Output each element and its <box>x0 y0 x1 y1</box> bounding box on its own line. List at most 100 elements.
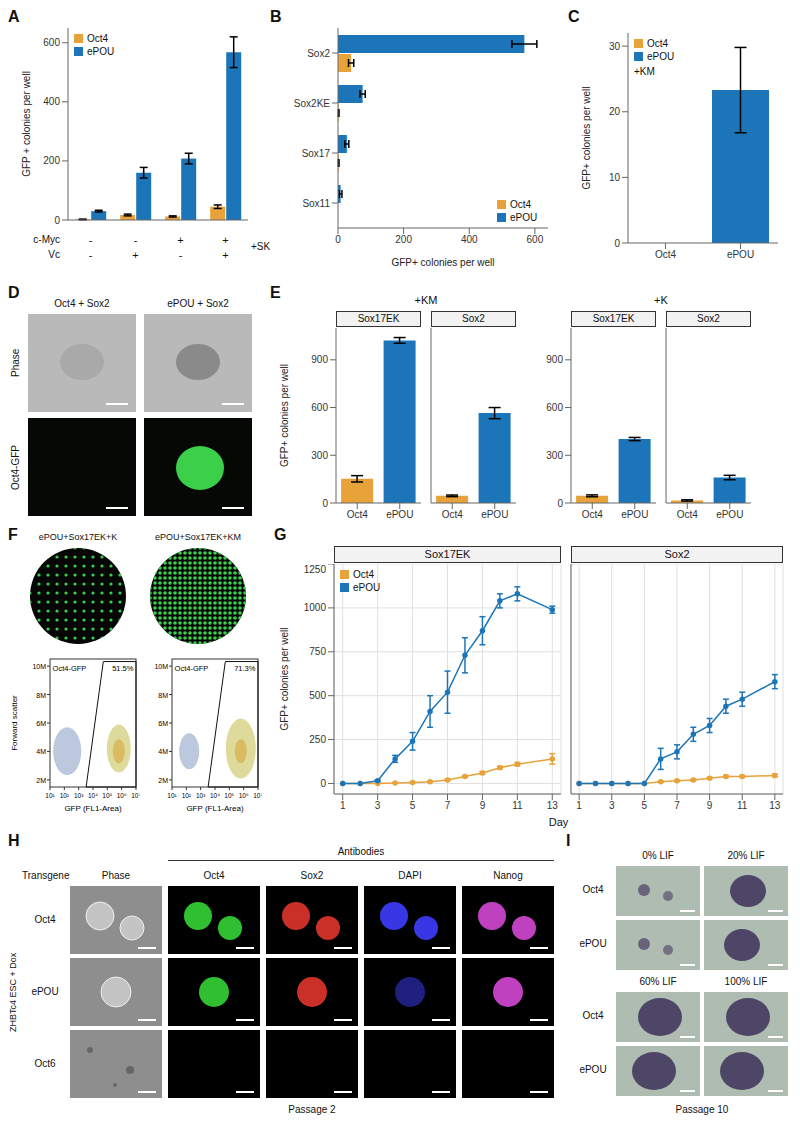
svg-text:Oct4: Oct4 <box>582 509 604 520</box>
html-text:Day: Day <box>548 816 569 828</box>
svg-text:0: 0 <box>335 234 341 245</box>
svg-text:500: 500 <box>309 690 326 701</box>
svg-text:6M: 6M <box>158 720 168 727</box>
svg-text:900: 900 <box>311 354 328 365</box>
svg-text:Oct4: Oct4 <box>347 509 369 520</box>
svg-text:600: 600 <box>43 37 60 48</box>
svg-text:10M: 10M <box>154 663 168 670</box>
svg-text:71.3%: 71.3% <box>234 664 256 673</box>
html-text:B: B <box>270 8 282 25</box>
svg-text:10¹: 10¹ <box>167 792 177 799</box>
svg-text:2M: 2M <box>36 777 46 784</box>
svg-text:GFP + colonies per well: GFP + colonies per well <box>21 71 32 177</box>
svg-text:Sox2KE: Sox2KE <box>294 98 330 109</box>
svg-text:10¹: 10¹ <box>45 792 55 799</box>
svg-text:Oct4-GFP: Oct4-GFP <box>53 664 87 673</box>
html-text:C: C <box>568 8 580 25</box>
svg-text:13: 13 <box>769 800 781 811</box>
svg-text:10⁷: 10⁷ <box>253 792 262 799</box>
svg-text:13: 13 <box>547 800 559 811</box>
svg-text:30: 30 <box>609 41 621 52</box>
html-text:+KM: +KM <box>414 294 438 306</box>
svg-text:10⁷: 10⁷ <box>131 792 140 799</box>
svg-text:0: 0 <box>54 215 60 226</box>
svg-text:10: 10 <box>609 172 621 183</box>
svg-text:Oct4: Oct4 <box>677 509 699 520</box>
svg-text:9: 9 <box>707 800 713 811</box>
svg-text:1: 1 <box>340 800 346 811</box>
svg-text:GFP (FL1-Area): GFP (FL1-Area) <box>64 804 122 813</box>
svg-text:7: 7 <box>674 800 680 811</box>
svg-text:900: 900 <box>546 354 563 365</box>
svg-text:1: 1 <box>576 800 582 811</box>
svg-text:0: 0 <box>320 778 326 789</box>
html-text:A: A <box>8 8 20 25</box>
svg-text:GFP+ colonies per well: GFP+ colonies per well <box>279 627 290 730</box>
svg-text:Sox11: Sox11 <box>302 198 330 209</box>
svg-text:4M: 4M <box>158 748 168 755</box>
svg-text:Sox2: Sox2 <box>307 48 330 59</box>
svg-text:10⁵: 10⁵ <box>102 792 112 799</box>
svg-text:ePOU: ePOU <box>727 249 754 260</box>
svg-text:0: 0 <box>557 498 563 509</box>
svg-text:2M: 2M <box>158 777 168 784</box>
svg-text:11: 11 <box>512 800 523 811</box>
html-text:G: G <box>274 526 287 543</box>
svg-text:Sox17: Sox17 <box>302 148 331 159</box>
svg-text:400: 400 <box>461 234 478 245</box>
svg-text:1000: 1000 <box>304 602 327 613</box>
svg-text:3: 3 <box>375 800 381 811</box>
svg-text:1250: 1250 <box>304 564 327 575</box>
svg-text:10⁶: 10⁶ <box>117 792 127 799</box>
svg-text:750: 750 <box>309 646 326 657</box>
svg-text:Oct4-GFP: Oct4-GFP <box>175 664 209 673</box>
html-text:Sox2: Sox2 <box>664 548 690 560</box>
svg-text:10⁴: 10⁴ <box>88 792 98 799</box>
svg-text:5: 5 <box>410 800 416 811</box>
svg-text:ePOU: ePOU <box>621 509 648 520</box>
svg-text:Oct4: Oct4 <box>442 509 464 520</box>
svg-text:GFP+ colonies per well: GFP+ colonies per well <box>581 86 592 189</box>
svg-text:GFP+ colonies per well: GFP+ colonies per well <box>279 364 290 467</box>
svg-text:3: 3 <box>609 800 615 811</box>
svg-text:ePOU: ePOU <box>481 509 508 520</box>
html-text:D: D <box>8 284 20 301</box>
svg-text:250: 250 <box>309 734 326 745</box>
svg-text:10³: 10³ <box>196 792 206 799</box>
svg-text:8M: 8M <box>36 692 46 699</box>
svg-text:20: 20 <box>609 106 621 117</box>
svg-text:9: 9 <box>480 800 486 811</box>
svg-text:10M: 10M <box>32 663 46 670</box>
html-text:+K: +K <box>654 294 668 306</box>
svg-text:0: 0 <box>614 238 620 249</box>
svg-text:10³: 10³ <box>74 792 84 799</box>
svg-text:0: 0 <box>322 498 328 509</box>
svg-text:200: 200 <box>43 155 60 166</box>
svg-text:GFP+ colonies per well: GFP+ colonies per well <box>391 257 494 268</box>
svg-text:4M: 4M <box>36 748 46 755</box>
svg-text:200: 200 <box>395 234 412 245</box>
svg-text:600: 600 <box>527 234 544 245</box>
svg-text:300: 300 <box>546 450 563 461</box>
svg-text:6M: 6M <box>36 720 46 727</box>
svg-text:10⁶: 10⁶ <box>239 792 249 799</box>
svg-text:400: 400 <box>43 96 60 107</box>
svg-text:10⁴: 10⁴ <box>210 792 220 799</box>
svg-text:GFP (FL1-Area): GFP (FL1-Area) <box>186 804 244 813</box>
svg-text:ePOU: ePOU <box>716 509 743 520</box>
svg-text:11: 11 <box>737 800 748 811</box>
svg-text:5: 5 <box>642 800 648 811</box>
svg-text:ePOU: ePOU <box>386 509 413 520</box>
svg-text:600: 600 <box>546 402 563 413</box>
svg-text:10²: 10² <box>60 792 70 799</box>
svg-text:Oct4: Oct4 <box>655 249 677 260</box>
svg-text:10²: 10² <box>182 792 192 799</box>
svg-text:51.5%: 51.5% <box>112 664 134 673</box>
svg-text:Forward scatter: Forward scatter <box>10 695 19 751</box>
svg-text:10⁵: 10⁵ <box>224 792 234 799</box>
html-text:Sox17EK: Sox17EK <box>424 548 471 560</box>
svg-text:300: 300 <box>311 450 328 461</box>
svg-text:7: 7 <box>445 800 451 811</box>
svg-text:600: 600 <box>311 402 328 413</box>
svg-text:8M: 8M <box>158 692 168 699</box>
